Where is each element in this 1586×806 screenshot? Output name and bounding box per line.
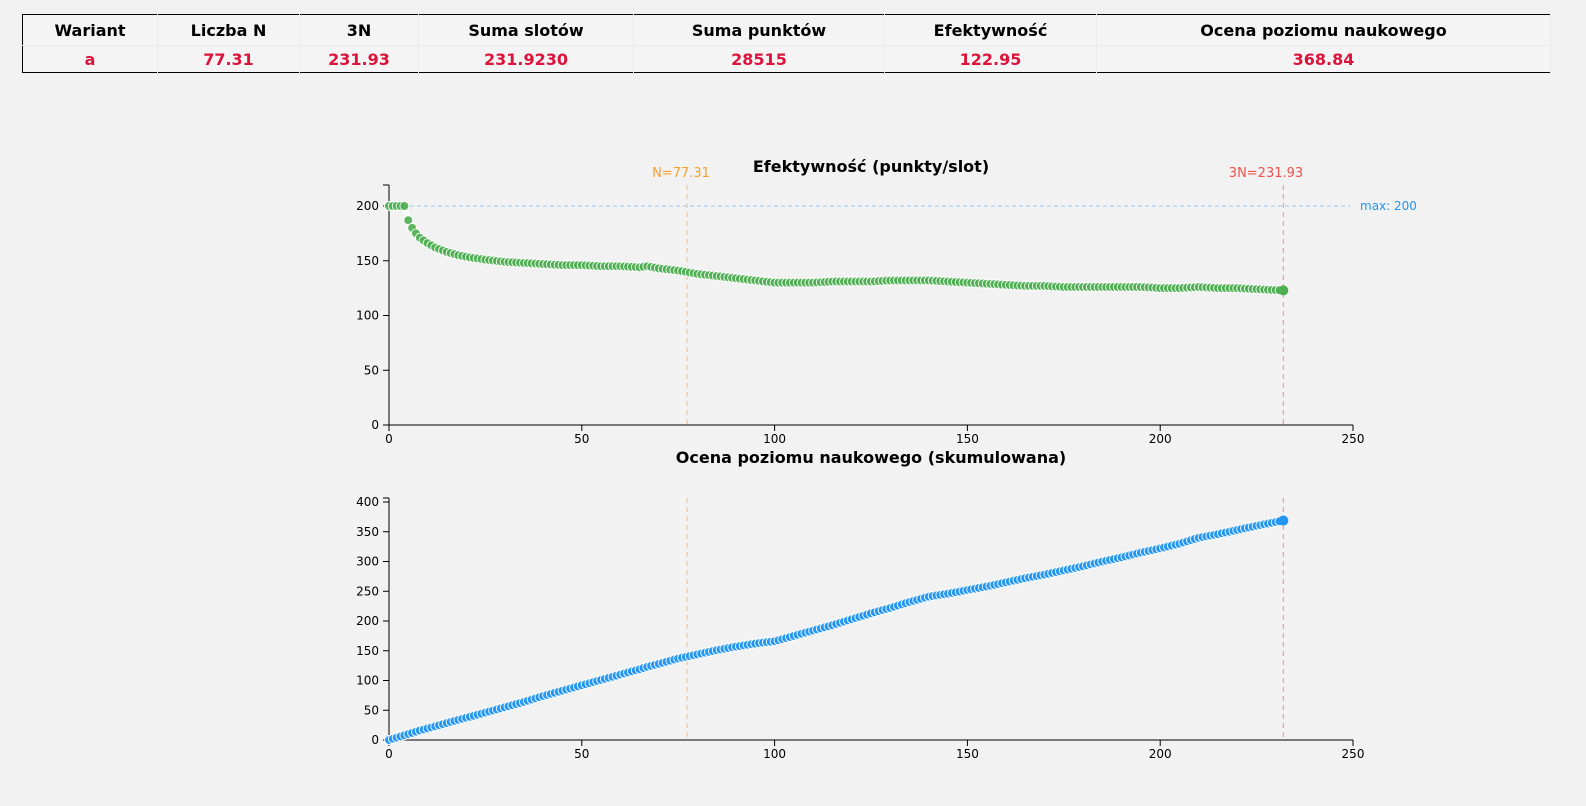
y-tick-label: 400 bbox=[356, 495, 379, 509]
value-liczba-n: 77.31 bbox=[157, 45, 300, 73]
y-tick-label: 150 bbox=[356, 644, 379, 658]
y-tick-label: 200 bbox=[356, 199, 379, 213]
summary-value-row: a 77.31 231.93 231.9230 28515 122.95 368… bbox=[22, 45, 1551, 73]
summary-header-row: Wariant Liczba N 3N Suma slotów Suma pun… bbox=[22, 14, 1551, 46]
header-suma-punktow: Suma punktów bbox=[633, 14, 885, 46]
three-n-line-label: 3N=231.93 bbox=[1229, 166, 1303, 181]
y-tick-label: 200 bbox=[356, 614, 379, 628]
y-tick-label: 350 bbox=[356, 525, 379, 539]
y-tick-label: 0 bbox=[371, 733, 379, 747]
header-efektywnosc: Efektywność bbox=[884, 14, 1097, 46]
data-point bbox=[399, 201, 410, 211]
n-line-label: N=77.31 bbox=[652, 166, 710, 181]
value-wariant: a bbox=[22, 45, 158, 73]
y-tick-label: 0 bbox=[371, 418, 379, 432]
last-data-point bbox=[1278, 285, 1289, 296]
value-3n: 231.93 bbox=[299, 45, 419, 73]
last-data-point bbox=[1278, 515, 1289, 526]
y-tick-label: 300 bbox=[356, 555, 379, 569]
value-suma-punktow: 28515 bbox=[633, 45, 885, 73]
x-tick-label: 50 bbox=[574, 432, 589, 446]
x-tick-label: 50 bbox=[574, 747, 589, 761]
max-line-label: max: 200 bbox=[1360, 199, 1417, 213]
x-tick-label: 150 bbox=[956, 432, 979, 446]
y-tick-label: 100 bbox=[356, 674, 379, 688]
header-suma-slotow: Suma slotów bbox=[418, 14, 634, 46]
y-tick-label: 150 bbox=[356, 254, 379, 268]
chart1-plot: 0 50 100 150 200 250 0 50 100 150 200 bbox=[356, 184, 1365, 446]
value-ocena: 368.84 bbox=[1096, 45, 1551, 73]
y-tick-label: 50 bbox=[364, 703, 379, 717]
y-tick-label: 100 bbox=[356, 309, 379, 323]
x-tick-label: 0 bbox=[385, 432, 393, 446]
x-tick-label: 200 bbox=[1149, 747, 1172, 761]
header-wariant: Wariant bbox=[22, 14, 158, 46]
chart1-title: Efektywność (punkty/slot) bbox=[753, 157, 989, 176]
chart2-title: Ocena poziomu naukowego (skumulowana) bbox=[676, 448, 1066, 467]
x-tick-label: 100 bbox=[763, 432, 786, 446]
x-tick-label: 200 bbox=[1149, 432, 1172, 446]
header-liczba-n: Liczba N bbox=[157, 14, 300, 46]
x-tick-label: 0 bbox=[385, 747, 393, 761]
x-tick-label: 250 bbox=[1342, 747, 1365, 761]
header-ocena: Ocena poziomu naukowego bbox=[1096, 14, 1551, 46]
x-tick-label: 100 bbox=[763, 747, 786, 761]
x-tick-label: 150 bbox=[956, 747, 979, 761]
y-tick-label: 250 bbox=[356, 584, 379, 598]
summary-table: Wariant Liczba N 3N Suma slotów Suma pun… bbox=[22, 14, 1551, 73]
chart2-plot: 0 50 100 150 200 250 0 50 100 150 200 250 300 350 400 bbox=[356, 495, 1364, 761]
header-3n: 3N bbox=[299, 14, 419, 46]
y-tick-label: 50 bbox=[364, 363, 379, 377]
value-efektywnosc: 122.95 bbox=[884, 45, 1097, 73]
value-suma-slotow: 231.9230 bbox=[418, 45, 634, 73]
x-tick-label: 250 bbox=[1342, 432, 1365, 446]
